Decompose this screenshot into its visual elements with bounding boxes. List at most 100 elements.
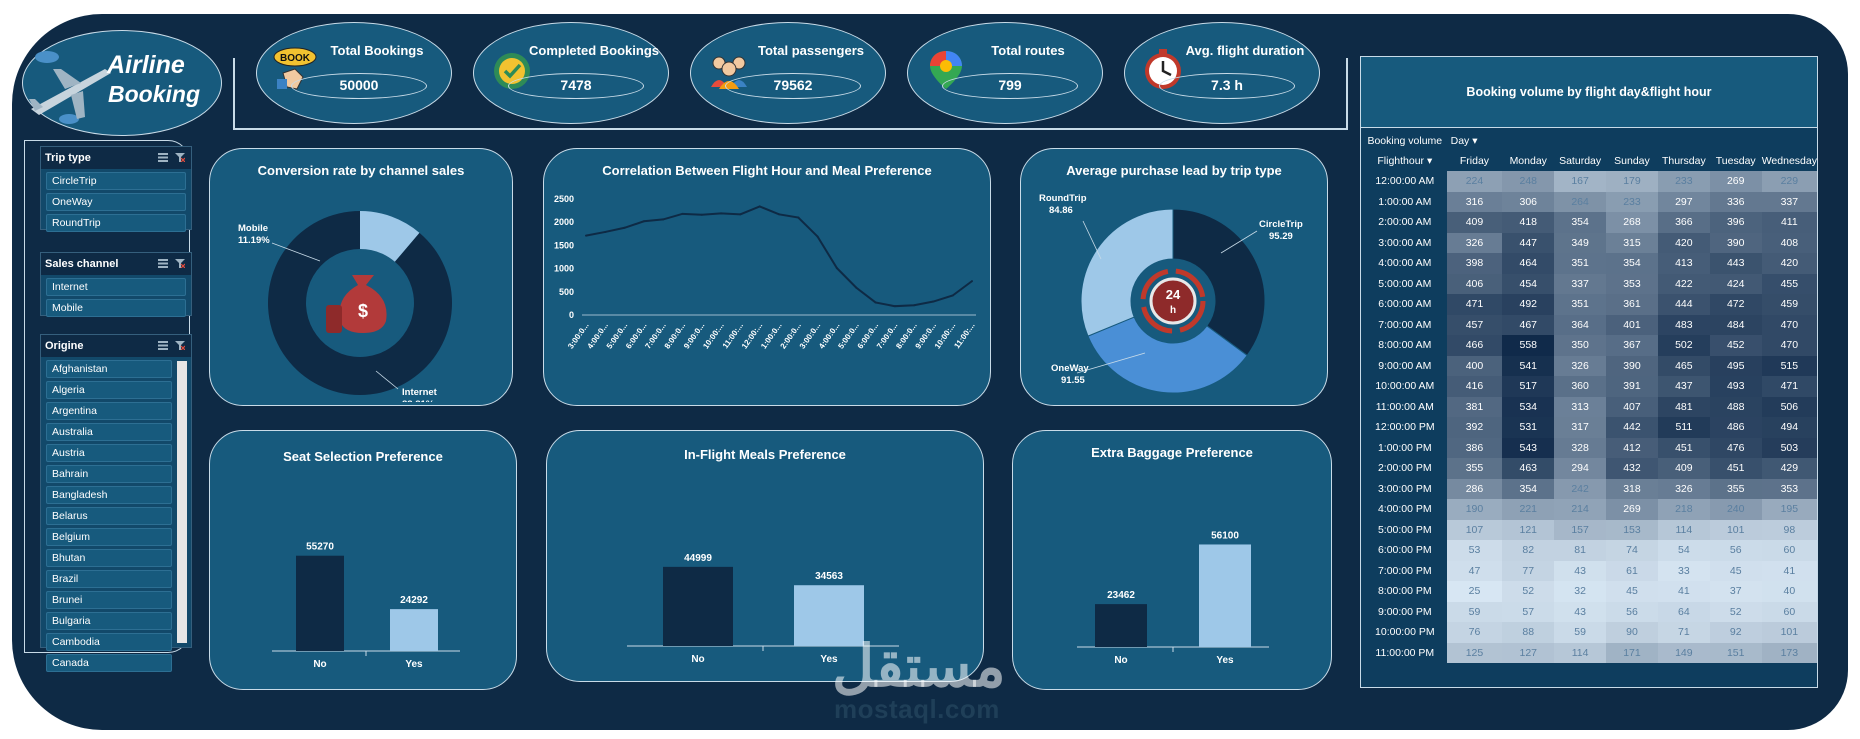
heatmap-cell: 470 [1761,314,1817,335]
heatmap-cell: 153 [1606,519,1658,540]
slicer-item[interactable]: Cambodia [46,633,172,651]
slicer-trip-type: Trip type CircleTrip OneWay RoundTrip [40,146,192,232]
svg-text:h: h [1170,305,1176,316]
slicer-item[interactable]: RoundTrip [46,214,186,232]
heatmap-cell: 41 [1761,560,1817,581]
table-row: 7:00:00 PM 47 77 43 61 33 45 41 [1363,560,1817,581]
slicer-item[interactable]: Mobile [46,299,186,317]
heatmap-cell: 76 [1446,622,1503,643]
airplane-icon [29,51,111,124]
booking-heatmap-table: Booking volume Day ▾ Flighthour ▾ Friday Mon… [1363,131,1817,663]
bar-value-label: 56100 [1211,530,1239,541]
heatmap-cell: 326 [1554,355,1607,376]
table-row: 4:00:00 PM 190 221 214 269 218 240 195 [1363,499,1817,520]
bar-yes [390,609,438,651]
heatmap-cell: 392 [1446,417,1503,438]
leader-line [1076,352,1146,374]
heatmap-row-label: 6:00:00 AM [1363,294,1447,315]
data-point [662,218,665,221]
heatmap-cell: 337 [1554,273,1607,294]
clear-filter-icon[interactable] [175,341,185,350]
slicer-item[interactable]: Bahrain [46,465,172,483]
slicer-item[interactable]: Bhutan [46,549,172,567]
heatmap-cell: 418 [1502,212,1555,233]
slicer-item[interactable]: Australia [46,423,172,441]
multi-select-icon[interactable] [158,259,168,268]
bar-value-label: 34563 [815,571,843,582]
slicer-item[interactable]: Afghanistan [46,360,172,378]
heatmap-cell: 151 [1709,642,1762,663]
data-point [932,300,935,303]
table-row: 12:00:00 AM 224 248 167 179 233 269 229 [1363,171,1817,192]
heatmap-cell: 77 [1502,560,1555,581]
slicer-item[interactable]: Internet [46,278,186,296]
heatmap-cell: 467 [1502,314,1555,335]
bar-yes [1199,544,1251,647]
heatmap-cell: 355 [1709,478,1762,499]
heatmap-column-label: Monday [1502,151,1555,171]
heatmap-row-label: 11:00:00 PM [1363,642,1447,663]
clear-filter-icon[interactable] [175,153,185,162]
kpi-total-passengers: Total passengers 79562 [690,22,886,124]
kpi-label: Completed Bookings [528,43,659,58]
y-tick-label: 1000 [554,264,574,274]
kpi-divider-right [1346,58,1348,130]
slicer-item[interactable]: Brunei [46,591,172,609]
hour-field-header[interactable]: Flighthour ▾ [1363,151,1447,171]
bar-category-label: Yes [405,659,423,670]
header-spacer [1709,131,1762,151]
data-point [585,234,587,237]
heatmap-cell: 396 [1709,212,1762,233]
heatmap-cell: 318 [1606,478,1658,499]
heatmap-cell: 88 [1502,622,1555,643]
table-row: 3:00:00 AM 326 447 349 315 420 390 408 [1363,232,1817,253]
kpi-divider-bottom [233,128,1348,130]
slicer-scrollbar[interactable] [177,361,187,643]
heatmap-cell: 60 [1761,601,1817,622]
heatmap-cell: 398 [1446,253,1503,274]
slicer-item[interactable]: Belgium [46,528,172,546]
heatmap-header-row: Booking volume Day ▾ [1363,131,1817,151]
chart-title: Conversion rate by channel sales [257,163,465,178]
slicer-item[interactable]: CircleTrip [46,172,186,190]
kpi-value: 799 [942,73,1078,99]
heatmap-cell: 406 [1446,273,1503,294]
heatmap-cell: 390 [1709,232,1762,253]
slicer-item[interactable]: Austria [46,444,172,462]
heatmap-cell: 218 [1657,499,1710,520]
heatmap-cell: 114 [1657,519,1710,540]
data-point [874,301,877,304]
heatmap-cell: 47 [1446,560,1503,581]
multi-select-icon[interactable] [158,153,168,162]
slicer-item[interactable]: Brazil [46,570,172,588]
heatmap-cell: 465 [1657,355,1710,376]
clear-filter-icon[interactable] [175,259,185,268]
slicer-item[interactable]: Belarus [46,507,172,525]
heatmap-cell: 171 [1606,642,1658,663]
slicer-item[interactable]: Algeria [46,381,172,399]
slicer-item[interactable]: Canada [46,654,172,672]
table-row: 9:00:00 AM 400 541 326 390 465 495 515 [1363,355,1817,376]
heatmap-cell: 37 [1709,581,1762,602]
slicer-item[interactable]: Bangladesh [46,486,172,504]
slicer-item[interactable]: Argentina [46,402,172,420]
pie-value-label: 95.29 [1269,231,1293,242]
heatmap-cell: 409 [1657,458,1710,479]
slicer-item[interactable]: OneWay [46,193,186,211]
heatmap-cell: 54 [1657,540,1710,561]
heatmap-cell: 437 [1657,376,1710,397]
day-field-header[interactable]: Day ▾ [1446,131,1503,151]
heatmap-cell: 442 [1606,417,1658,438]
slicer-item[interactable]: Bulgaria [46,612,172,630]
multi-select-icon[interactable] [158,341,168,350]
pie-value-label: 11.19% [238,235,270,246]
heatmap-cell: 98 [1761,519,1817,540]
heatmap-cell: 52 [1502,581,1555,602]
slicer-origine: Origine Afghanistan Algeria Argentina Austr… [40,334,192,672]
chart-title: Seat Selection Preference [283,449,443,464]
heatmap-row-label: 8:00:00 AM [1363,335,1447,356]
bar-category-label: No [1114,655,1127,666]
heatmap-column-label: Saturday [1554,151,1607,171]
heatmap-cell: 420 [1657,232,1710,253]
heatmap-row-label: 3:00:00 AM [1363,232,1447,253]
